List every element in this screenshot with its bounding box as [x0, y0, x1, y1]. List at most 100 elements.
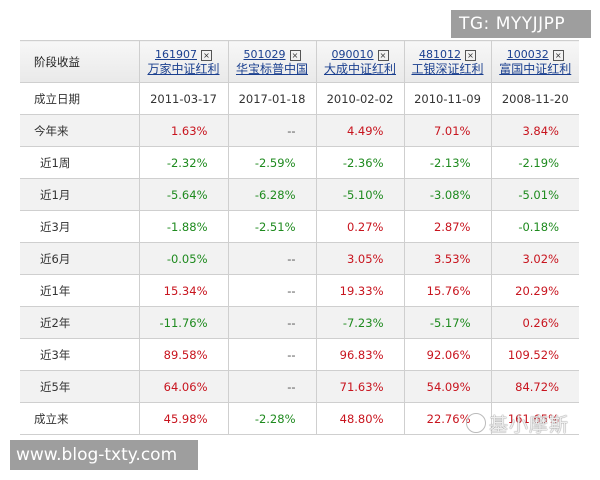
- return-value-cell: 0.26%: [490, 306, 579, 339]
- row-label: 成立来: [20, 402, 139, 435]
- row-label: 近1年: [20, 274, 139, 307]
- return-value-cell: -0.18%: [490, 210, 579, 243]
- fund-code-link[interactable]: 501029: [243, 47, 286, 61]
- return-value-cell: 15.34%: [138, 274, 228, 307]
- row-label: 近3月: [20, 210, 139, 243]
- return-value-cell: 96.83%: [315, 338, 404, 371]
- return-value-cell: 45.98%: [138, 402, 228, 435]
- brand-watermark-text: 基小摩斯: [489, 414, 570, 436]
- close-box-icon[interactable]: ×: [289, 49, 301, 61]
- return-value-cell: --: [227, 242, 316, 275]
- inception-date-cell: 2011-03-17: [138, 82, 228, 115]
- inception-date-cell: 2017-01-18: [227, 82, 316, 115]
- return-value-cell: -11.76%: [138, 306, 228, 339]
- return-value-cell: -7.23%: [315, 306, 404, 339]
- return-value-cell: -2.36%: [315, 146, 404, 179]
- return-value-cell: -5.17%: [403, 306, 491, 339]
- inception-date-row: 成立日期 2011-03-17 2017-01-18 2010-02-02 20…: [20, 82, 579, 115]
- return-row: 近1周 -2.32% -2.59% -2.36% -2.13% -2.19%: [20, 146, 579, 179]
- return-value-cell: 89.58%: [138, 338, 228, 371]
- stage-returns-table: 阶段收益 161907 × 万家中证红利 501029 × 华宝标普中国 09001…: [20, 40, 579, 435]
- close-box-icon[interactable]: ×: [201, 49, 212, 61]
- brand-logo-icon: [466, 413, 486, 433]
- row-label: 近1周: [20, 146, 139, 179]
- fund-name-link[interactable]: 富国中证红利: [499, 61, 572, 76]
- return-value-cell: -2.51%: [227, 210, 316, 243]
- fund-column-header: 501029 × 华宝标普中国: [227, 40, 316, 83]
- row-label: 近5年: [20, 370, 139, 403]
- row-label: 近6月: [20, 242, 139, 275]
- return-row: 近1月 -5.64% -6.28% -5.10% -3.08% -5.01%: [20, 178, 579, 211]
- fund-code-link[interactable]: 100032: [506, 47, 549, 61]
- return-value-cell: 92.06%: [403, 338, 491, 371]
- return-value-cell: -5.01%: [490, 178, 579, 211]
- fund-column-header: 481012 × 工银深证红利: [403, 40, 491, 83]
- return-value-cell: 54.09%: [403, 370, 491, 403]
- return-value-cell: 0.27%: [315, 210, 404, 243]
- header-row: 阶段收益 161907 × 万家中证红利 501029 × 华宝标普中国 09001…: [20, 40, 579, 83]
- return-value-cell: -1.88%: [138, 210, 228, 243]
- return-row: 近3年 89.58% -- 96.83% 92.06% 109.52%: [20, 338, 579, 371]
- return-value-cell: 3.05%: [315, 242, 404, 275]
- return-value-cell: --: [227, 306, 316, 339]
- row-label: 近1月: [20, 178, 139, 211]
- row-label: 近2年: [20, 306, 139, 339]
- inception-date-cell: 2008-11-20: [490, 82, 579, 115]
- return-value-cell: --: [227, 114, 316, 147]
- row-label: 今年来: [20, 114, 139, 147]
- return-row: 今年来 1.63% -- 4.49% 7.01% 3.84%: [20, 114, 579, 147]
- return-row: 近5年 64.06% -- 71.63% 54.09% 84.72%: [20, 370, 579, 403]
- fund-column-header: 100032 × 富国中证红利: [490, 40, 579, 83]
- return-value-cell: 19.33%: [315, 274, 404, 307]
- stage-returns-header: 阶段收益: [20, 40, 139, 83]
- row-label: 近3年: [20, 338, 139, 371]
- close-box-icon[interactable]: ×: [552, 49, 564, 61]
- return-value-cell: -2.13%: [403, 146, 491, 179]
- fund-code-link[interactable]: 481012: [419, 47, 461, 61]
- fund-name-link[interactable]: 万家中证红利: [147, 61, 220, 76]
- fund-name-link[interactable]: 华宝标普中国: [235, 61, 308, 76]
- return-value-cell: 3.02%: [490, 242, 579, 275]
- return-value-cell: 161.65%: [490, 402, 579, 435]
- return-value-cell: 20.29%: [490, 274, 579, 307]
- return-value-cell: --: [227, 370, 316, 403]
- return-value-cell: -5.10%: [315, 178, 404, 211]
- site-watermark: www.blog-txty.com: [10, 440, 198, 470]
- row-label: 成立日期: [20, 82, 139, 115]
- return-value-cell: -0.05%: [138, 242, 228, 275]
- return-row: 近2年 -11.76% -- -7.23% -5.17% 0.26%: [20, 306, 579, 339]
- inception-date-cell: 2010-02-02: [315, 82, 404, 115]
- fund-column-header: 090010 × 大成中证红利: [315, 40, 404, 83]
- return-value-cell: -6.28%: [227, 178, 316, 211]
- fund-name-link[interactable]: 大成中证红利: [323, 61, 396, 76]
- return-value-cell: 15.76%: [403, 274, 491, 307]
- return-value-cell: 84.72%: [490, 370, 579, 403]
- close-box-icon[interactable]: ×: [377, 49, 389, 61]
- return-value-cell: 1.63%: [138, 114, 228, 147]
- fund-column-header: 161907 × 万家中证红利: [138, 40, 228, 83]
- return-value-cell: -2.28%: [227, 402, 316, 435]
- return-row: 近3月 -1.88% -2.51% 0.27% 2.87% -0.18%: [20, 210, 579, 243]
- close-box-icon[interactable]: ×: [465, 49, 476, 61]
- return-value-cell: 71.63%: [315, 370, 404, 403]
- tg-watermark: TG: MYYJJPP: [451, 10, 591, 38]
- return-value-cell: 4.49%: [315, 114, 404, 147]
- brand-watermark: 基小摩斯: [466, 410, 569, 437]
- inception-date-cell: 2010-11-09: [403, 82, 491, 115]
- return-row: 成立来 45.98% -2.28% 48.80% 22.76% 161.65%: [20, 402, 579, 435]
- return-value-cell: 2.87%: [403, 210, 491, 243]
- return-row: 近6月 -0.05% -- 3.05% 3.53% 3.02%: [20, 242, 579, 275]
- return-value-cell: 109.52%: [490, 338, 579, 371]
- return-value-cell: -2.19%: [490, 146, 579, 179]
- fund-name-link[interactable]: 工银深证红利: [411, 61, 484, 76]
- return-value-cell: 7.01%: [403, 114, 491, 147]
- return-row: 近1年 15.34% -- 19.33% 15.76% 20.29%: [20, 274, 579, 307]
- return-value-cell: -2.59%: [227, 146, 316, 179]
- return-value-cell: --: [227, 338, 316, 371]
- return-value-cell: -5.64%: [138, 178, 228, 211]
- fund-code-link[interactable]: 161907: [155, 47, 197, 61]
- fund-code-link[interactable]: 090010: [331, 47, 374, 61]
- return-value-cell: --: [227, 274, 316, 307]
- return-value-cell: 3.84%: [490, 114, 579, 147]
- return-value-cell: 64.06%: [138, 370, 228, 403]
